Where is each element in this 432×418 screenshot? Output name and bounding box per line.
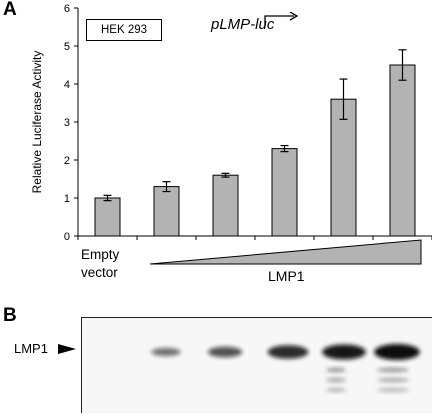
- y-tick-label: 4: [64, 79, 70, 91]
- blot-degradation-band: [326, 377, 346, 383]
- error-bar: [103, 194, 112, 202]
- error-bar: [162, 181, 171, 193]
- error-bar: [398, 49, 407, 81]
- error-bar: [339, 78, 348, 120]
- blot-degradation-band: [326, 367, 346, 373]
- cell-line-label: HEK 293: [86, 19, 162, 41]
- error-bar: [280, 144, 289, 153]
- blot-arrow-icon: [58, 344, 76, 354]
- empty-vector-line-1: Empty: [81, 247, 120, 262]
- y-tick-label: 6: [64, 3, 70, 15]
- blot-degradation-band: [377, 377, 409, 383]
- lmp1-dose-wedge: [149, 239, 422, 265]
- western-blot-image: [81, 317, 432, 413]
- empty-vector-line-2: vector: [81, 265, 118, 280]
- blot-band: [374, 344, 420, 360]
- y-tick-label: 1: [64, 193, 70, 205]
- blot-degradation-band: [326, 387, 346, 393]
- blot-degradation-band: [377, 367, 409, 373]
- lmp1-dose-label: LMP1: [268, 268, 305, 284]
- y-tick-labels: 0 1 2 3 4 5 6: [64, 3, 70, 243]
- chart-axes: [74, 7, 432, 240]
- panel-b-label: B: [3, 305, 17, 326]
- construct-label: pLMP-luc: [211, 16, 275, 33]
- bar: [271, 148, 298, 237]
- bar: [330, 98, 357, 237]
- y-tick-label: 0: [64, 231, 70, 243]
- blot-band: [267, 345, 309, 359]
- promoter-arrow-icon: [264, 12, 299, 26]
- western-blot-bands: [151, 344, 420, 393]
- bar: [389, 64, 416, 237]
- blot-band: [151, 347, 181, 357]
- error-bar: [221, 172, 230, 178]
- bar: [153, 186, 180, 237]
- bar: [94, 197, 121, 237]
- blot-degradation-band: [377, 387, 409, 393]
- y-tick-label: 5: [64, 41, 70, 53]
- y-tick-label: 3: [64, 117, 70, 129]
- y-tick-label: 2: [64, 155, 70, 167]
- panel-a-label: A: [3, 0, 17, 20]
- blot-band: [322, 344, 366, 360]
- bar: [212, 174, 239, 237]
- blot-band: [207, 346, 243, 358]
- chart-bars: [94, 49, 416, 237]
- empty-vector-label: Empty vector: [81, 246, 119, 282]
- y-axis-label: Relative Luciferase Activity: [30, 51, 44, 194]
- blot-band-label: LMP1: [14, 341, 48, 356]
